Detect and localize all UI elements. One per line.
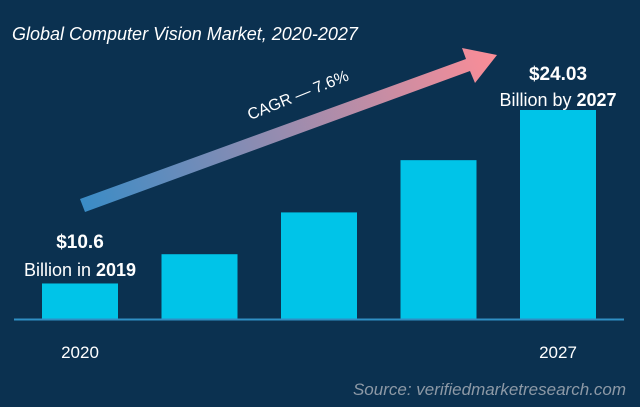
x-tick-label: 2020 [61,343,99,362]
x-tick-label: 2027 [539,343,577,362]
bar-1 [42,283,118,319]
end-value-label: $24.03 [529,64,587,85]
source-label: Source: verifiedmarketresearch.com [353,380,626,399]
start-caption-text: Billion in [24,260,96,280]
start-caption: Billion in 2019 [24,260,136,280]
chart-title: Global Computer Vision Market, 2020-2027 [12,24,359,44]
bar-3 [281,212,357,319]
start-value-label: $10.6 [56,232,104,253]
end-caption-year: 2027 [577,90,617,110]
x-axis-labels: 2020 2027 [61,343,577,362]
bar-4 [400,160,477,319]
growth-arrow [80,48,497,212]
start-caption-year: 2019 [96,260,136,280]
bar-5 [520,110,596,319]
bar-2 [161,254,238,319]
end-caption-text: Billion by [499,90,576,110]
end-caption: Billion by 2027 [499,90,616,110]
bars [42,110,596,319]
